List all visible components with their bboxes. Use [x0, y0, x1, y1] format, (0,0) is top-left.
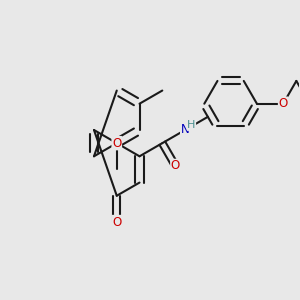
Text: O: O — [279, 97, 288, 110]
Text: O: O — [171, 159, 180, 172]
Text: O: O — [112, 215, 122, 229]
Text: H: H — [187, 120, 196, 130]
Text: N: N — [181, 124, 189, 136]
Text: O: O — [112, 136, 122, 150]
